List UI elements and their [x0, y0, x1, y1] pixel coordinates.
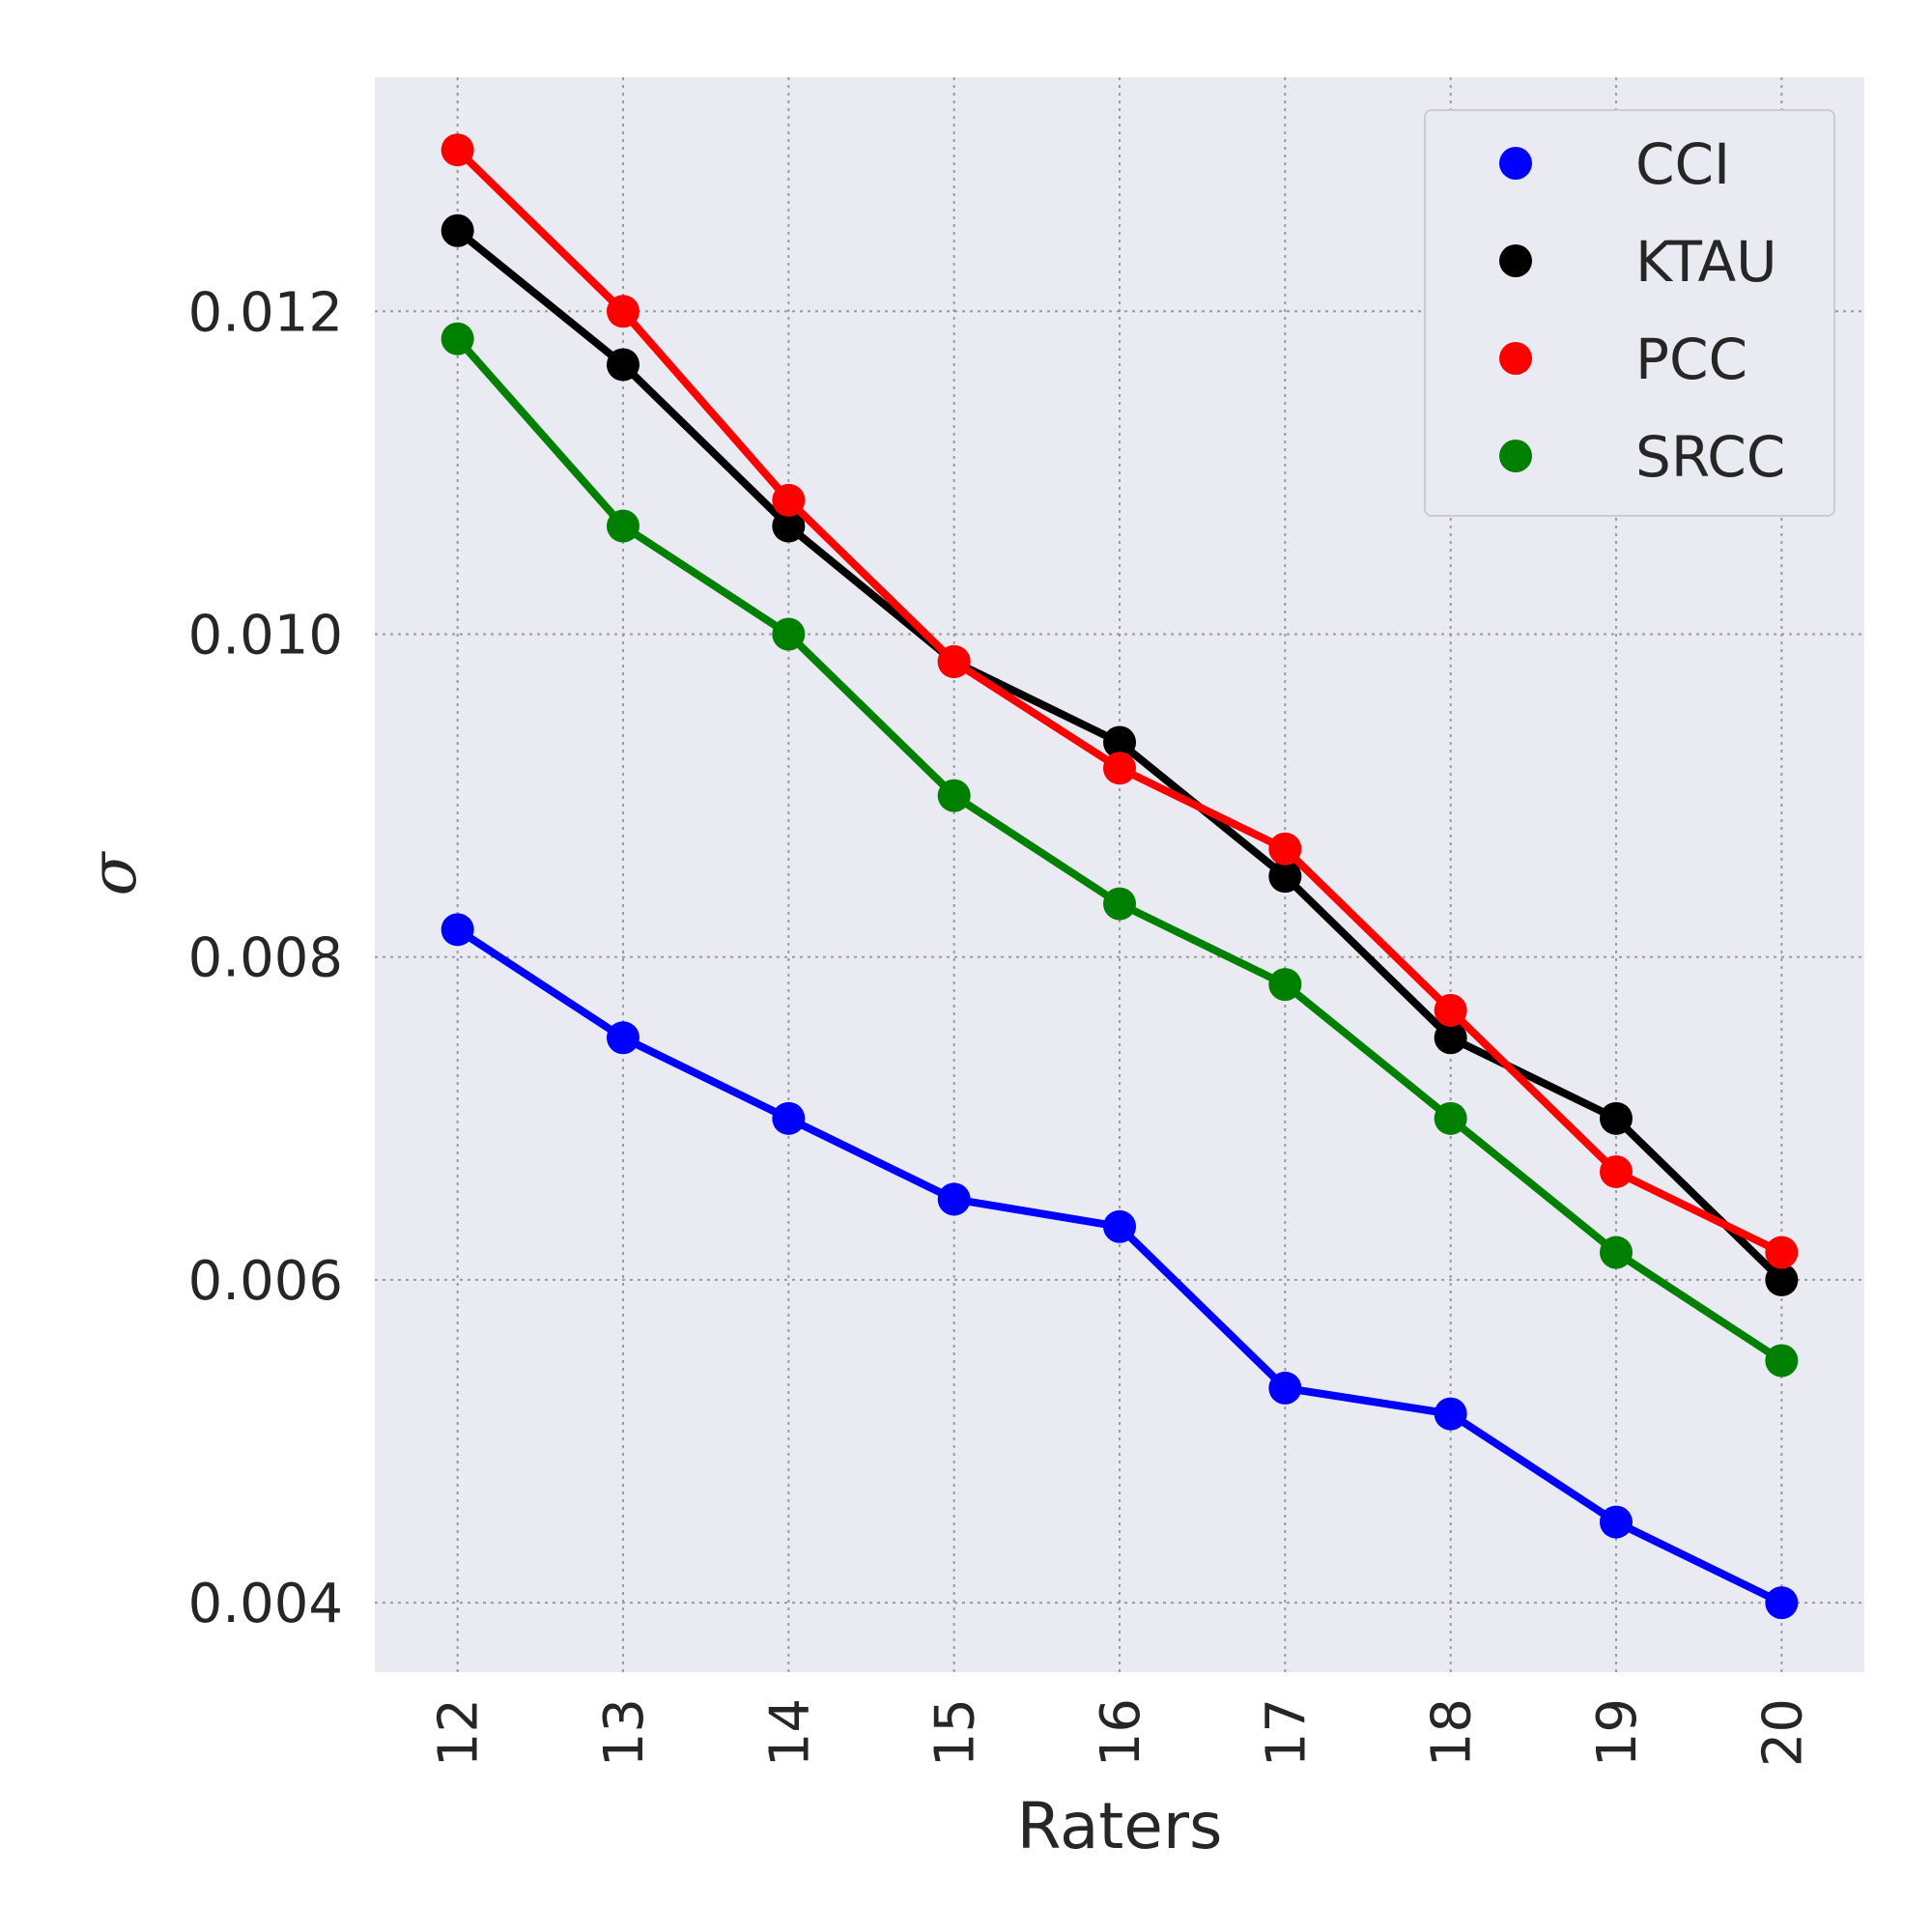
data-point-ktau [1268, 860, 1302, 894]
legend-marker [1499, 440, 1532, 472]
data-point-cci [772, 1101, 806, 1135]
legend: CCI KTAU PCC SRCC [1424, 109, 1835, 517]
y-tick-label: 0.010 [188, 605, 343, 668]
x-axis-label: Raters [1017, 1789, 1223, 1863]
data-point-pcc [937, 644, 971, 678]
x-tick-label: 20 [1751, 1698, 1814, 1767]
legend-marker [1499, 244, 1532, 277]
data-point-cci [1600, 1505, 1633, 1539]
data-point-ktau [607, 348, 639, 382]
data-point-pcc [440, 133, 474, 167]
data-point-cci [1103, 1209, 1136, 1243]
y-tick-label: 0.012 [188, 281, 343, 344]
data-point-ktau [1434, 1021, 1467, 1055]
data-point-ktau [1765, 1263, 1799, 1296]
legend-item-srcc: SRCC [1499, 424, 1785, 490]
data-point-pcc [1765, 1236, 1799, 1269]
legend-item-pcc: PCC [1499, 327, 1747, 392]
data-point-ktau [1103, 725, 1136, 759]
legend-label: KTAU [1635, 229, 1777, 295]
data-point-pcc [1434, 993, 1467, 1027]
x-tick-label: 15 [924, 1698, 987, 1767]
legend-label: CCI [1635, 131, 1730, 197]
data-point-cci [440, 913, 474, 947]
y-axis-ticks: 0.004 0.006 0.008 0.010 0.012 [188, 281, 343, 1635]
data-point-ktau [440, 213, 474, 247]
data-point-srcc [772, 617, 806, 651]
data-point-cci [1765, 1586, 1799, 1620]
data-point-srcc [1103, 887, 1136, 921]
data-point-cci [607, 1021, 639, 1055]
data-point-pcc [1268, 832, 1302, 866]
x-tick-label: 13 [593, 1698, 656, 1767]
y-axis-label: σ [76, 851, 151, 896]
data-point-srcc [1434, 1101, 1467, 1135]
series-pcc [440, 133, 1799, 1269]
legend-item-cci: CCI [1499, 131, 1730, 197]
legend-item-ktau: KTAU [1499, 229, 1777, 295]
data-point-srcc [1600, 1236, 1633, 1269]
series-ktau [440, 213, 1799, 1296]
data-point-cci [1268, 1371, 1302, 1405]
data-point-ktau [1600, 1101, 1633, 1135]
data-point-ktau [772, 509, 806, 543]
data-point-srcc [937, 779, 971, 812]
data-point-pcc [772, 483, 806, 517]
data-point-pcc [607, 295, 639, 328]
x-tick-label: 16 [1090, 1698, 1152, 1767]
x-tick-label: 12 [428, 1698, 491, 1767]
data-point-srcc [1268, 968, 1302, 1002]
y-tick-label: 0.006 [188, 1250, 343, 1313]
x-tick-label: 17 [1255, 1698, 1318, 1767]
y-tick-label: 0.004 [188, 1573, 343, 1635]
data-point-pcc [1600, 1154, 1633, 1188]
data-point-cci [937, 1182, 971, 1216]
data-point-pcc [1103, 752, 1136, 785]
grid [375, 77, 1864, 1672]
data-point-cci [1434, 1397, 1467, 1431]
data-point-srcc [607, 509, 639, 543]
y-tick-label: 0.008 [188, 927, 343, 990]
series-lines [440, 133, 1799, 1620]
legend-label: SRCC [1635, 424, 1785, 490]
legend-marker [1499, 342, 1532, 375]
x-tick-label: 14 [758, 1698, 821, 1767]
series-cci [440, 913, 1799, 1620]
series-srcc [440, 322, 1799, 1378]
data-point-srcc [1765, 1344, 1799, 1378]
x-tick-label: 18 [1421, 1698, 1484, 1767]
legend-marker [1499, 147, 1532, 180]
legend-box [1424, 109, 1835, 517]
x-tick-label: 19 [1586, 1698, 1649, 1767]
x-axis-ticks: 12 13 14 15 16 17 18 19 20 [428, 1698, 1815, 1767]
data-point-srcc [440, 322, 474, 355]
legend-label: PCC [1635, 327, 1747, 392]
